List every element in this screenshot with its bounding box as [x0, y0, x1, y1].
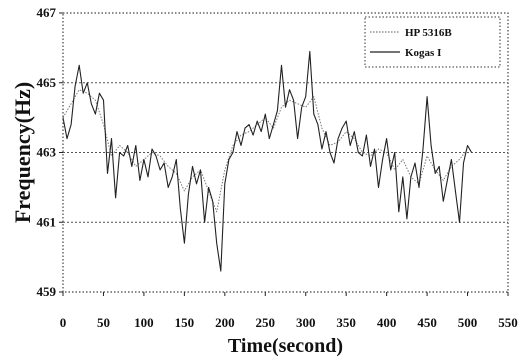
legend: HP 5316B Kogas I — [364, 16, 501, 68]
series-line-1 — [62, 50, 473, 272]
y-tick-label-467: 467 — [37, 5, 57, 20]
legend-label-kogas: Kogas I — [405, 47, 441, 59]
x-tick-label-550: 550 — [498, 315, 518, 330]
x-tick-label-400: 400 — [377, 315, 397, 330]
legend-label-hp5316b: HP 5316B — [405, 27, 452, 39]
y-axis-label: Frequency(Hz) — [10, 82, 35, 223]
y-tick-label-461: 461 — [37, 214, 57, 229]
series-line-0 — [62, 89, 468, 213]
x-tick-label-0: 0 — [60, 315, 67, 330]
x-tick-label-450: 450 — [417, 315, 437, 330]
x-axis-label: Time(second) — [228, 335, 343, 356]
x-tick-label-50: 50 — [97, 315, 110, 330]
x-tick-label-350: 350 — [336, 315, 356, 330]
y-tick-label-459: 459 — [37, 284, 57, 299]
x-tick-label-150: 150 — [175, 315, 195, 330]
x-tick-label-300: 300 — [296, 315, 316, 330]
x-tick-label-100: 100 — [134, 315, 154, 330]
y-tick-label-465: 465 — [37, 75, 57, 90]
plot-area-frame — [62, 12, 509, 293]
x-tick-label-200: 200 — [215, 315, 235, 330]
legend-box — [364, 16, 501, 68]
y-tick-label-463: 463 — [37, 145, 57, 160]
x-tick-label-250: 250 — [256, 315, 276, 330]
x-tick-label-500: 500 — [458, 315, 478, 330]
series-layer — [62, 50, 473, 272]
axis-ticks: 459 461 463 465 467 0 50 100 150 200 250 300 350 400 4… — [37, 5, 518, 330]
